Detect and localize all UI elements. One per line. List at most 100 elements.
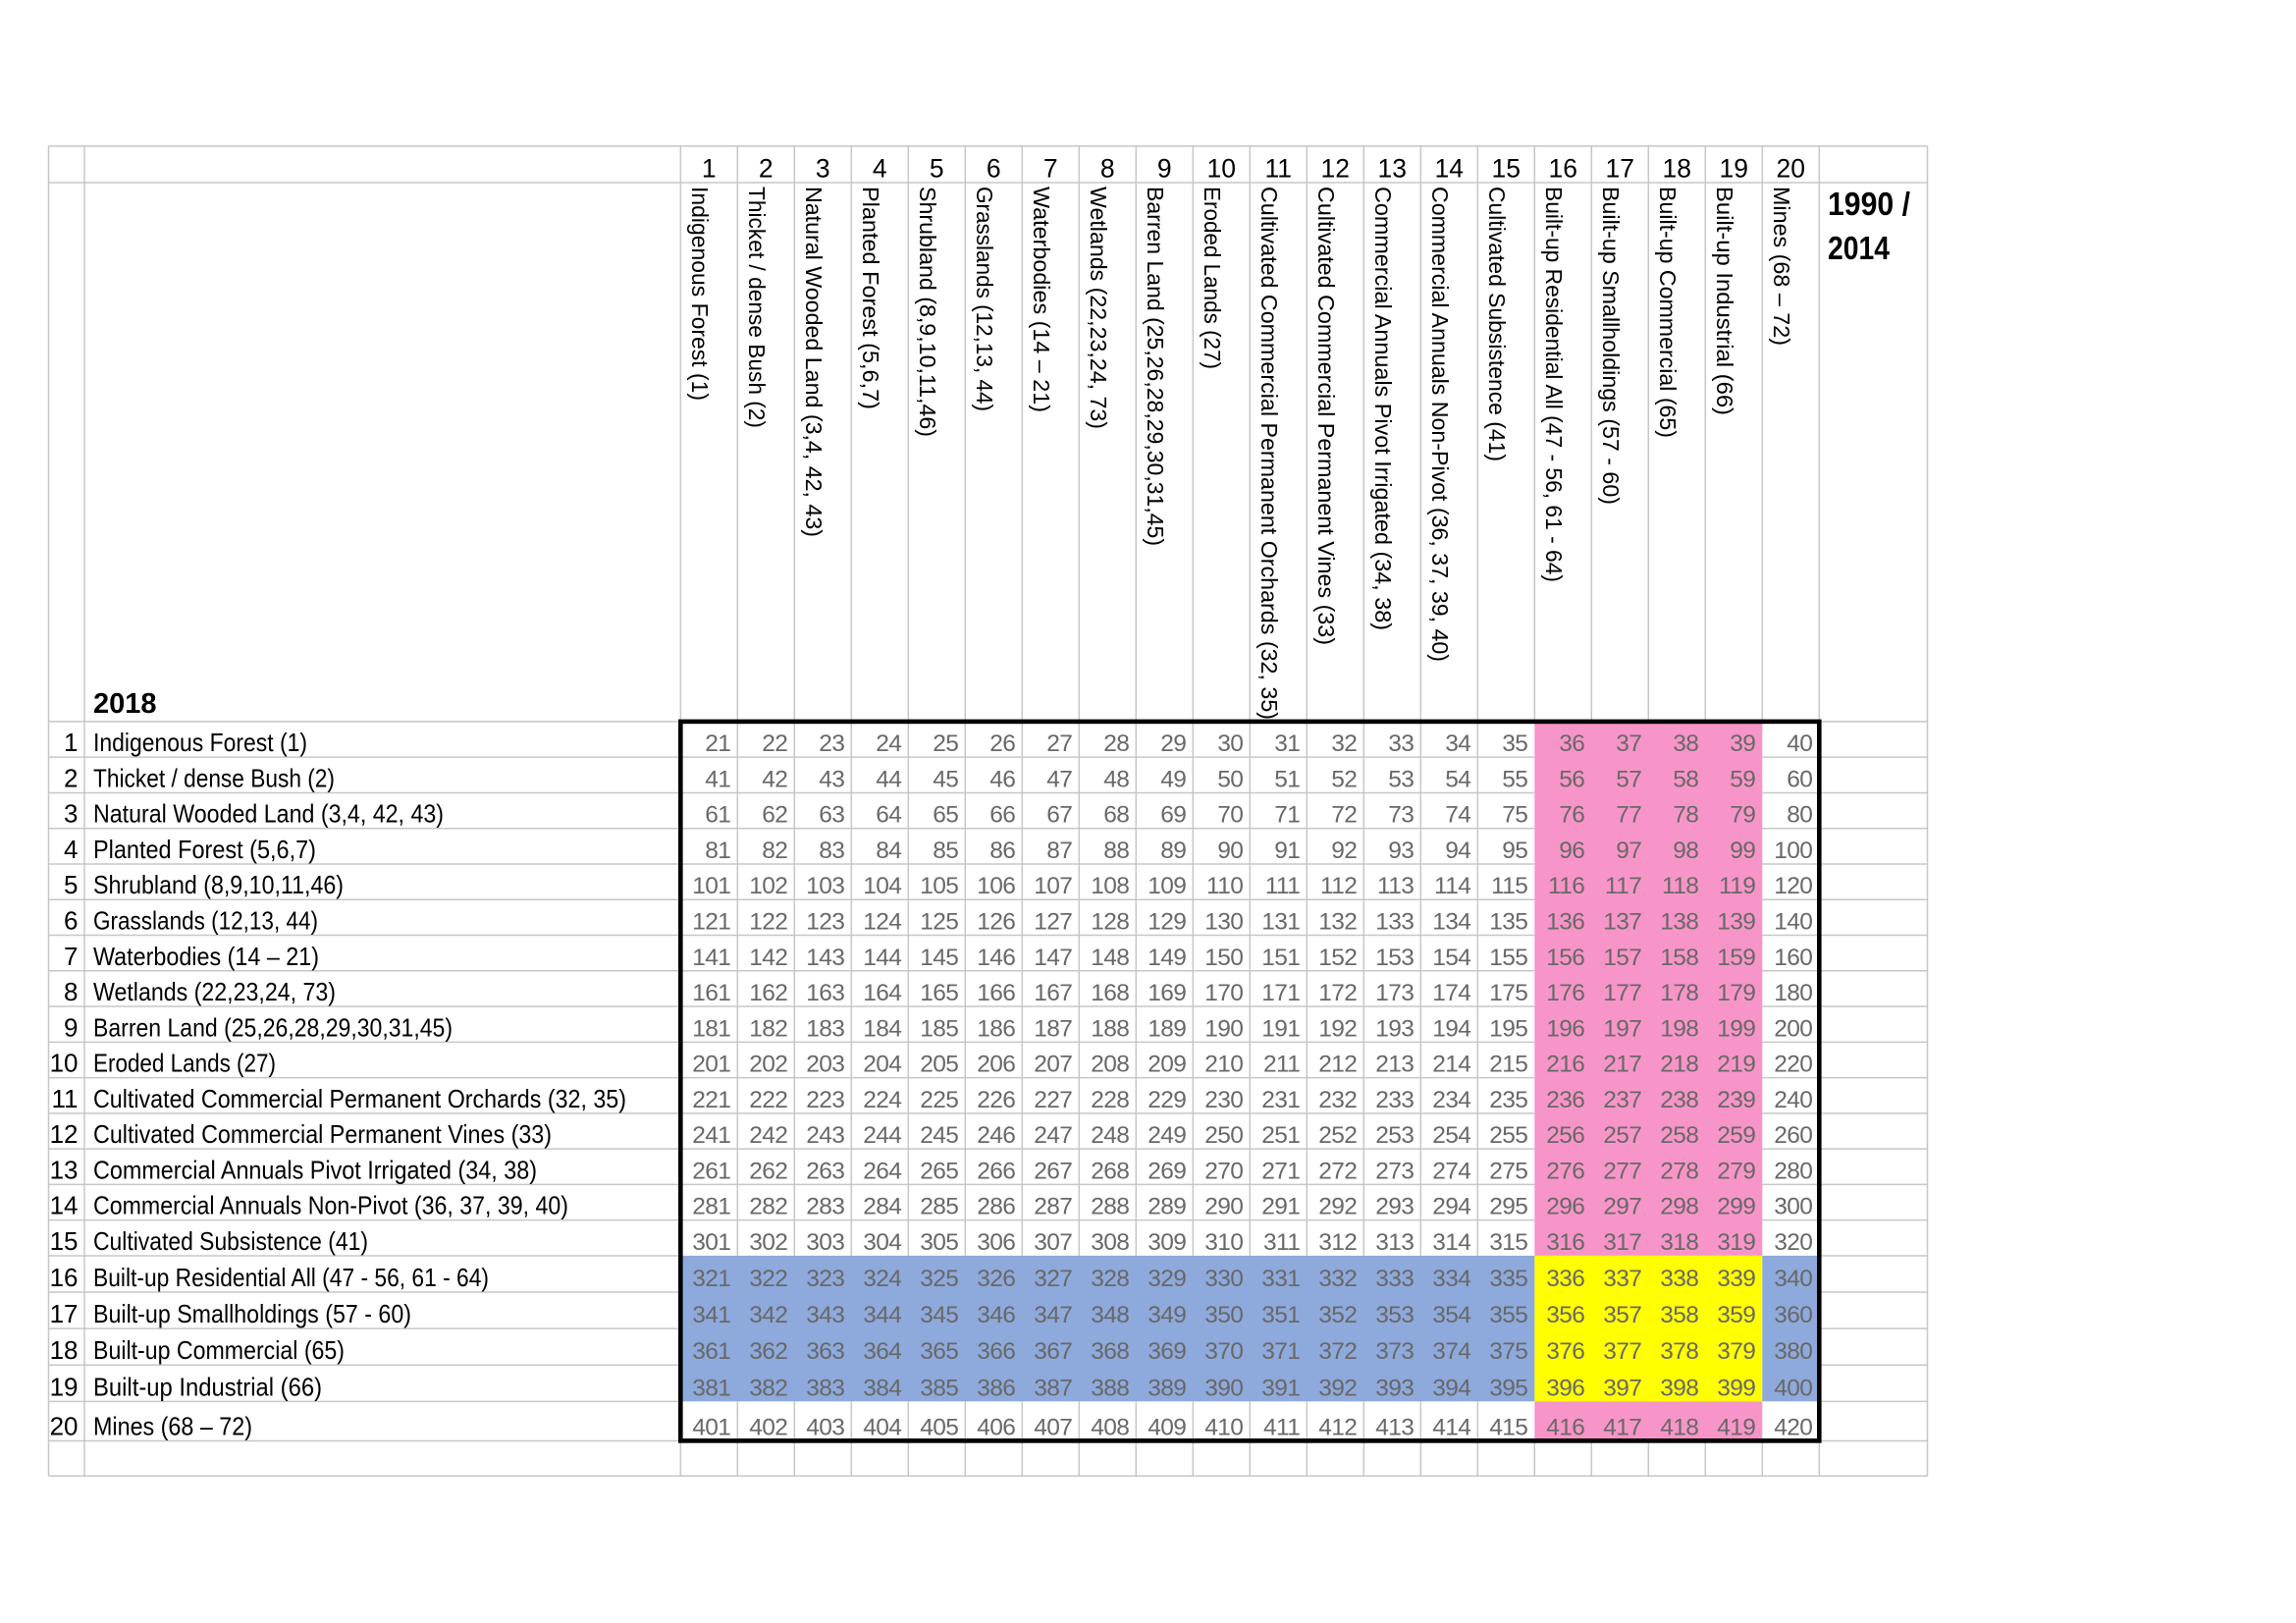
svg-text:2018: 2018: [93, 688, 157, 720]
svg-text:236: 236: [1546, 1087, 1584, 1113]
svg-text:167: 167: [1034, 980, 1072, 1006]
svg-text:400: 400: [1774, 1375, 1812, 1401]
svg-text:147: 147: [1034, 945, 1072, 971]
svg-text:11: 11: [1265, 154, 1293, 184]
svg-text:418: 418: [1660, 1414, 1698, 1440]
svg-text:369: 369: [1148, 1338, 1186, 1365]
svg-text:Grasslands (12,13, 44): Grasslands (12,13, 44): [972, 187, 997, 411]
svg-text:270: 270: [1204, 1158, 1243, 1184]
svg-text:157: 157: [1603, 945, 1641, 971]
svg-text:254: 254: [1432, 1122, 1470, 1149]
svg-text:160: 160: [1774, 945, 1812, 971]
svg-text:285: 285: [920, 1194, 958, 1220]
svg-text:84: 84: [876, 838, 901, 864]
svg-text:201: 201: [692, 1052, 730, 1078]
svg-text:420: 420: [1774, 1414, 1812, 1440]
svg-text:318: 318: [1660, 1229, 1698, 1256]
svg-text:387: 387: [1034, 1375, 1072, 1401]
svg-text:279: 279: [1717, 1158, 1755, 1184]
svg-text:281: 281: [692, 1194, 730, 1220]
svg-text:412: 412: [1318, 1414, 1357, 1440]
svg-text:16: 16: [1549, 154, 1577, 184]
svg-text:235: 235: [1489, 1087, 1527, 1113]
svg-text:Cultivated Subsistence (41): Cultivated Subsistence (41): [93, 1226, 368, 1256]
svg-text:277: 277: [1603, 1158, 1641, 1184]
svg-text:385: 385: [920, 1375, 958, 1401]
svg-text:212: 212: [1318, 1052, 1357, 1078]
svg-text:187: 187: [1034, 1015, 1072, 1042]
svg-text:190: 190: [1204, 1015, 1243, 1042]
svg-text:173: 173: [1375, 980, 1414, 1006]
svg-text:267: 267: [1034, 1158, 1072, 1184]
svg-text:364: 364: [863, 1338, 901, 1365]
svg-text:20: 20: [1777, 154, 1805, 184]
svg-text:45: 45: [933, 766, 958, 792]
svg-text:296: 296: [1546, 1194, 1584, 1220]
svg-text:164: 164: [863, 980, 901, 1006]
svg-text:363: 363: [806, 1338, 844, 1365]
svg-text:185: 185: [920, 1015, 958, 1042]
svg-text:Cultivated Commercial Permanen: Cultivated Commercial Permanent Vines (3…: [93, 1119, 552, 1149]
svg-text:121: 121: [692, 909, 730, 936]
svg-text:53: 53: [1388, 766, 1414, 792]
svg-text:351: 351: [1261, 1302, 1300, 1328]
svg-text:280: 280: [1774, 1158, 1812, 1184]
svg-text:100: 100: [1774, 838, 1812, 864]
svg-text:133: 133: [1375, 909, 1414, 936]
svg-text:233: 233: [1375, 1087, 1414, 1113]
svg-text:155: 155: [1489, 945, 1527, 971]
svg-text:68: 68: [1103, 802, 1129, 829]
svg-text:Barren Land (25,26,28,29,30,31: Barren Land (25,26,28,29,30,31,45): [1143, 187, 1168, 546]
svg-text:47: 47: [1046, 766, 1072, 792]
svg-text:184: 184: [863, 1015, 901, 1042]
svg-text:111: 111: [1265, 873, 1300, 899]
svg-text:148: 148: [1091, 945, 1129, 971]
svg-text:232: 232: [1318, 1087, 1357, 1113]
svg-text:46: 46: [989, 766, 1015, 792]
svg-text:269: 269: [1148, 1158, 1186, 1184]
svg-text:143: 143: [806, 945, 844, 971]
svg-text:323: 323: [806, 1266, 844, 1292]
svg-text:404: 404: [863, 1414, 901, 1440]
svg-text:383: 383: [806, 1375, 844, 1401]
svg-text:159: 159: [1717, 945, 1755, 971]
svg-text:229: 229: [1148, 1087, 1186, 1113]
svg-text:378: 378: [1660, 1338, 1698, 1365]
svg-text:81: 81: [705, 838, 730, 864]
svg-text:8: 8: [1100, 154, 1115, 184]
svg-text:347: 347: [1034, 1302, 1072, 1328]
svg-text:326: 326: [977, 1266, 1015, 1292]
svg-text:30: 30: [1217, 730, 1243, 757]
svg-text:Cultivated Commercial Permanen: Cultivated Commercial Permanent Orchards…: [1256, 187, 1282, 720]
svg-text:129: 129: [1148, 909, 1186, 936]
svg-text:97: 97: [1616, 838, 1641, 864]
svg-text:85: 85: [933, 838, 958, 864]
svg-text:398: 398: [1660, 1375, 1698, 1401]
svg-text:376: 376: [1546, 1338, 1584, 1365]
svg-text:108: 108: [1091, 873, 1129, 899]
svg-text:315: 315: [1489, 1229, 1527, 1256]
svg-text:18: 18: [1663, 154, 1691, 184]
svg-text:289: 289: [1148, 1194, 1186, 1220]
svg-text:Cultivated Commercial Permanen: Cultivated Commercial Permanent Orchards…: [93, 1084, 626, 1113]
svg-text:140: 140: [1774, 909, 1812, 936]
svg-text:Wetlands (22,23,24, 73): Wetlands (22,23,24, 73): [93, 977, 336, 1006]
svg-text:407: 407: [1034, 1414, 1072, 1440]
svg-text:152: 152: [1318, 945, 1357, 971]
svg-text:251: 251: [1261, 1122, 1300, 1149]
svg-text:291: 291: [1261, 1194, 1300, 1220]
svg-text:Built-up Smallholdings (57 - 6: Built-up Smallholdings (57 - 60): [93, 1299, 411, 1328]
svg-text:216: 216: [1546, 1052, 1584, 1078]
svg-text:8: 8: [64, 977, 78, 1006]
svg-text:377: 377: [1603, 1338, 1641, 1365]
svg-text:288: 288: [1091, 1194, 1129, 1220]
svg-text:180: 180: [1774, 980, 1812, 1006]
svg-text:67: 67: [1046, 802, 1072, 829]
svg-text:58: 58: [1673, 766, 1698, 792]
svg-text:93: 93: [1388, 838, 1414, 864]
svg-text:2: 2: [759, 154, 774, 184]
svg-text:355: 355: [1489, 1302, 1527, 1328]
svg-text:268: 268: [1091, 1158, 1129, 1184]
svg-text:272: 272: [1318, 1158, 1357, 1184]
svg-text:37: 37: [1616, 730, 1641, 757]
